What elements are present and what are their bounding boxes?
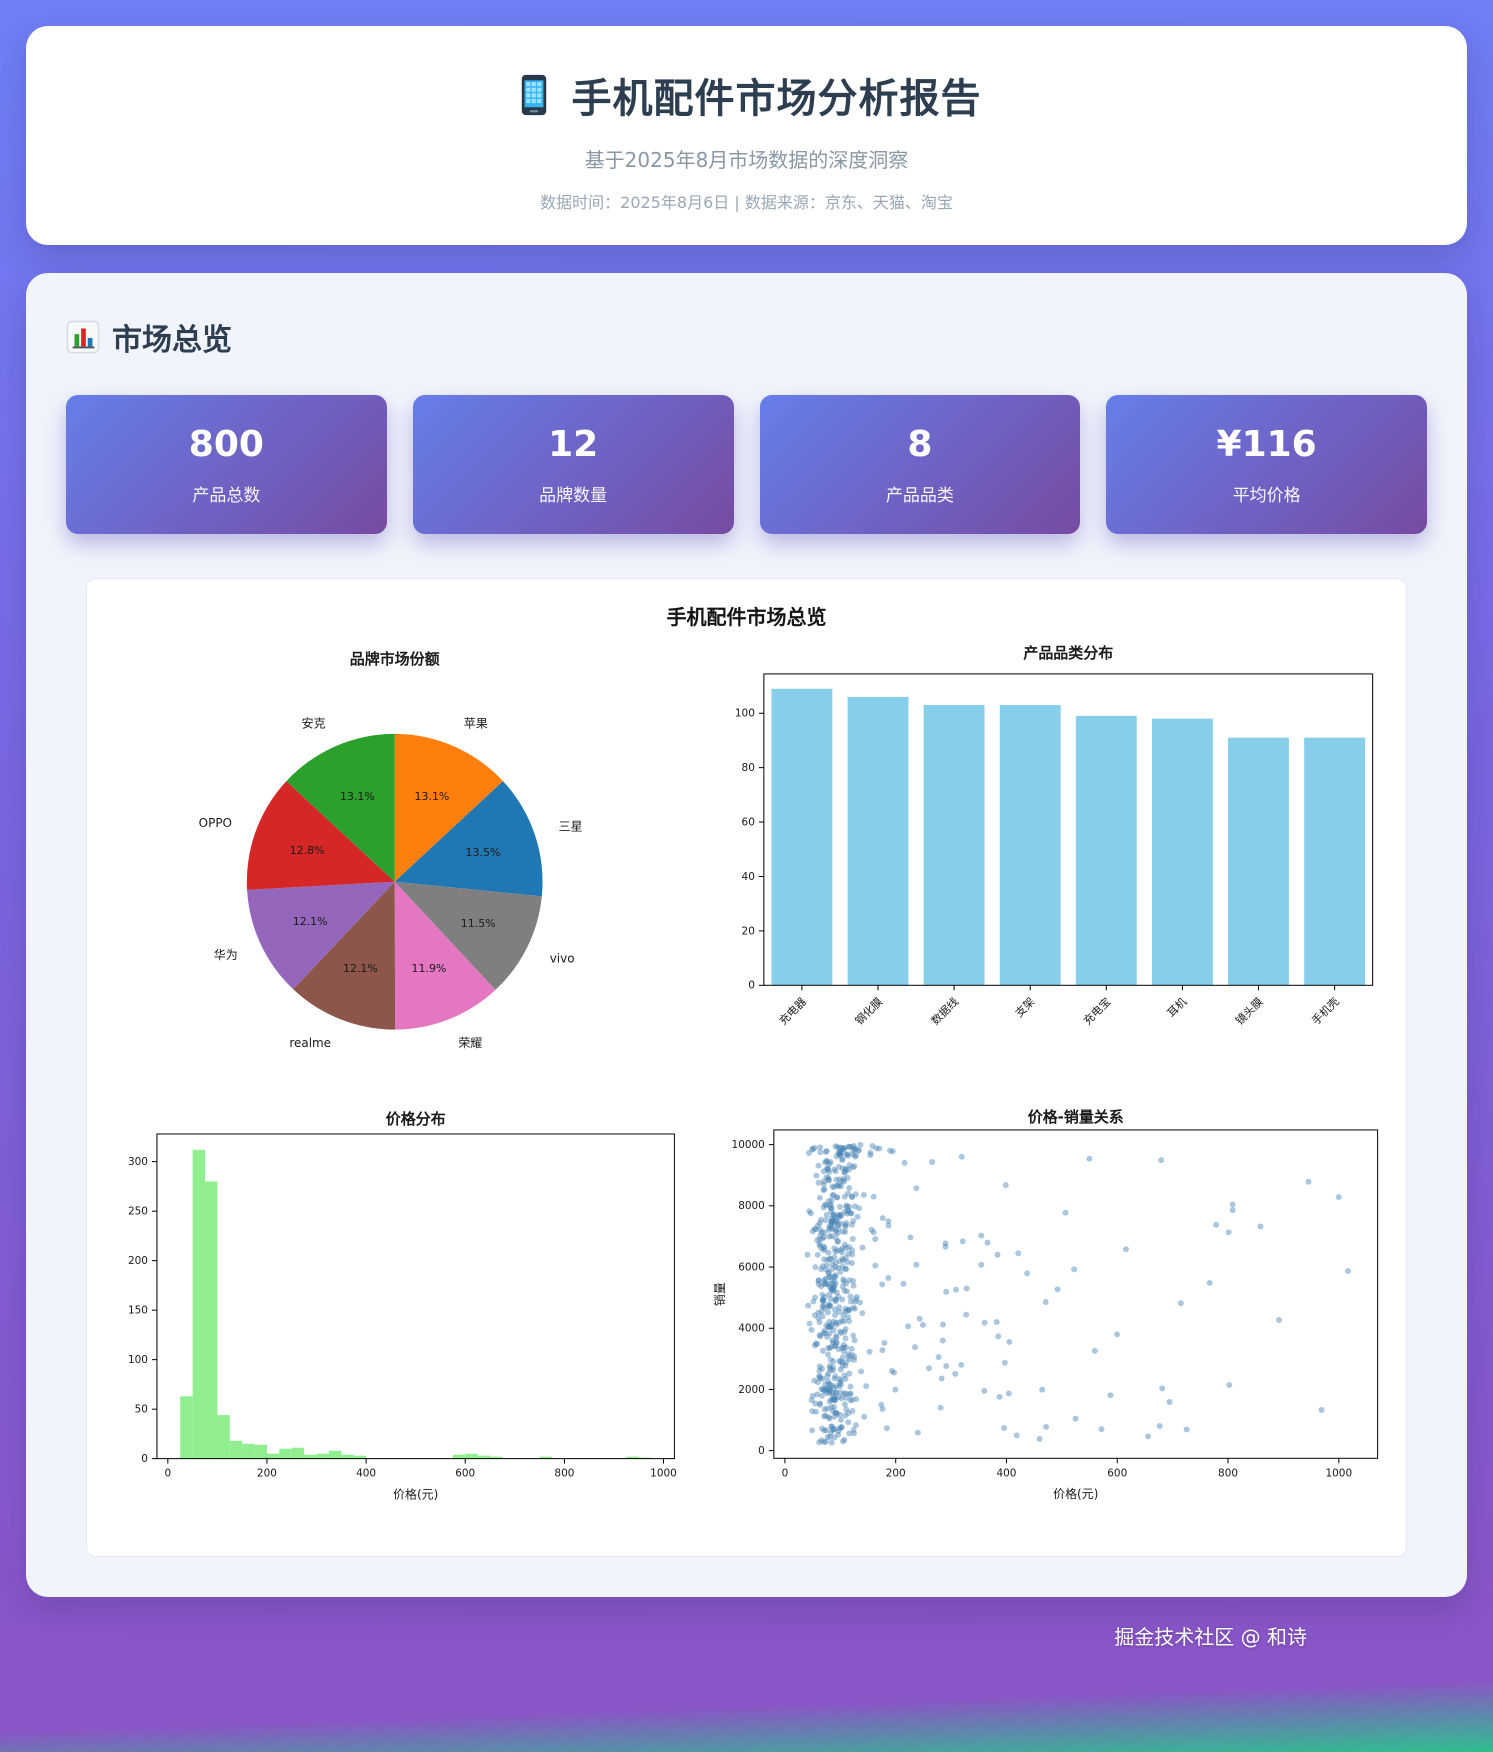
stat-value: ¥116 [1216, 424, 1317, 465]
svg-text:100: 100 [128, 1353, 148, 1365]
stat-label: 产品品类 [885, 486, 954, 506]
svg-text:200: 200 [128, 1254, 148, 1266]
svg-text:耳机: 耳机 [1165, 994, 1190, 1019]
svg-text:200: 200 [257, 1467, 277, 1479]
svg-text:600: 600 [1108, 1467, 1128, 1479]
svg-text:0: 0 [759, 1444, 766, 1456]
stat-label: 平均价格 [1232, 486, 1301, 506]
svg-text:12.8%: 12.8% [290, 844, 325, 857]
bar-chart-icon [66, 320, 100, 354]
stat-card: 8 产品品类 [759, 395, 1081, 534]
section-header: 市场总览 [66, 315, 1427, 359]
svg-text:800: 800 [1218, 1467, 1238, 1479]
svg-text:8000: 8000 [739, 1200, 766, 1212]
charts-grid: 品牌市场份额 13.1% 苹果 13.5% 三星 11.5% vivo 11.9% 荣耀 12.1… [95, 634, 1398, 1548]
svg-text:手机壳: 手机壳 [1309, 994, 1342, 1027]
svg-text:支架: 支架 [1013, 995, 1038, 1020]
page-title: 手机配件市场分析报告 [50, 66, 1443, 124]
svg-text:11.5%: 11.5% [461, 917, 496, 930]
svg-text:12.1%: 12.1% [293, 915, 328, 928]
svg-text:价格-销量关系: 价格-销量关系 [1028, 1107, 1124, 1125]
svg-text:4000: 4000 [739, 1322, 766, 1334]
svg-text:250: 250 [128, 1205, 148, 1217]
svg-text:安克: 安克 [302, 715, 326, 730]
svg-text:0: 0 [782, 1467, 789, 1479]
header-card: 手机配件市场分析报告 基于2025年8月市场数据的深度洞察 数据时间：2025年… [26, 26, 1467, 245]
svg-text:销量: 销量 [713, 1282, 727, 1306]
chart-scatter: 价格-销量关系 0 2000 4000 6000 8000 10000 0 200 400 600 8… [694, 1104, 1398, 1548]
chart-bar: 产品品类分布 0 20 40 60 80 100 充电器 钢化膜 数据线 支架 充电宝 耳机 镜头膜 手机壳 [694, 634, 1398, 1103]
svg-text:0: 0 [164, 1467, 171, 1479]
svg-text:400: 400 [997, 1467, 1017, 1479]
svg-text:价格(元): 价格(元) [393, 1486, 438, 1501]
svg-text:2000: 2000 [739, 1383, 766, 1395]
svg-text:价格分布: 价格分布 [386, 1109, 446, 1127]
phone-icon [512, 73, 556, 117]
stat-card: 12 品牌数量 [412, 395, 734, 534]
svg-text:6000: 6000 [739, 1261, 766, 1273]
svg-text:1000: 1000 [1326, 1467, 1353, 1479]
svg-text:200: 200 [886, 1467, 906, 1479]
svg-text:充电器: 充电器 [776, 994, 809, 1027]
stat-label: 产品总数 [192, 486, 261, 506]
stat-card: 800 产品总数 [66, 395, 387, 534]
chart-pie: 品牌市场份额 13.1% 苹果 13.5% 三星 11.5% vivo 11.9% 荣耀 12.1… [95, 634, 694, 1104]
page-meta: 数据时间：2025年8月6日 | 数据来源：京东、天猫、淘宝 [540, 193, 953, 212]
chart-histogram: 价格分布 0 50 100 150 200 250 300 0 200 400 600 800 1000 价… [95, 1104, 694, 1549]
stat-value: 12 [548, 424, 599, 465]
page-title-text: 手机配件市场分析报告 [571, 76, 982, 122]
svg-text:300: 300 [128, 1155, 148, 1167]
stat-label: 品牌数量 [539, 486, 608, 506]
svg-text:10000: 10000 [732, 1138, 765, 1150]
svg-text:50: 50 [135, 1403, 148, 1415]
svg-text:12.1%: 12.1% [343, 962, 378, 975]
svg-text:产品品类分布: 产品品类分布 [1024, 644, 1114, 662]
page-subtitle: 基于2025年8月市场数据的深度洞察 [584, 148, 909, 172]
svg-text:20: 20 [742, 925, 755, 937]
stats-row: 800 产品总数 12 品牌数量 8 产品品类 ¥116 平均价格 [66, 395, 1427, 534]
stat-value: 8 [907, 424, 933, 465]
svg-text:800: 800 [554, 1467, 574, 1479]
svg-text:13.1%: 13.1% [415, 790, 450, 803]
footer-credit: 掘金技术社区 @ 和诗 [1114, 1625, 1307, 1650]
section-title: 市场总览 [112, 323, 232, 358]
svg-text:40: 40 [742, 871, 755, 883]
svg-text:品牌市场份额: 品牌市场份额 [350, 650, 440, 668]
svg-text:150: 150 [128, 1304, 148, 1316]
svg-text:realme: realme [289, 1036, 331, 1050]
svg-text:华为: 华为 [214, 948, 238, 962]
figure-panel: 手机配件市场总览 品牌市场份额 13.1% 苹果 13.5% 三星 11.5% vivo 11… [86, 578, 1407, 1558]
svg-text:三星: 三星 [559, 820, 583, 834]
svg-text:80: 80 [742, 762, 755, 774]
svg-text:数据线: 数据线 [928, 994, 961, 1027]
svg-text:600: 600 [455, 1467, 475, 1479]
overview-card: 市场总览 800 产品总数 12 品牌数量 8 产品品类 ¥116 平均价格 手… [26, 273, 1467, 1598]
svg-text:价格(元): 价格(元) [1053, 1486, 1098, 1501]
figure-suptitle: 手机配件市场总览 [666, 605, 827, 629]
svg-text:100: 100 [735, 708, 755, 720]
stat-card: ¥116 平均价格 [1106, 395, 1427, 534]
svg-text:充电宝: 充电宝 [1081, 994, 1114, 1027]
svg-text:0: 0 [749, 980, 756, 992]
svg-text:vivo: vivo [550, 952, 575, 966]
svg-text:荣耀: 荣耀 [458, 1036, 482, 1050]
stat-value: 800 [188, 424, 264, 465]
svg-text:0: 0 [141, 1452, 148, 1464]
page: 手机配件市场分析报告 基于2025年8月市场数据的深度洞察 数据时间：2025年… [26, 26, 1467, 1650]
svg-text:60: 60 [742, 816, 755, 828]
svg-text:11.9%: 11.9% [412, 962, 447, 975]
svg-text:苹果: 苹果 [464, 716, 488, 730]
svg-text:1000: 1000 [650, 1467, 677, 1479]
svg-text:OPPO: OPPO [199, 816, 232, 830]
svg-text:13.5%: 13.5% [466, 846, 501, 859]
svg-text:400: 400 [356, 1467, 376, 1479]
svg-text:13.1%: 13.1% [340, 790, 375, 803]
svg-text:镜头膜: 镜头膜 [1233, 994, 1266, 1027]
svg-text:钢化膜: 钢化膜 [852, 994, 885, 1027]
